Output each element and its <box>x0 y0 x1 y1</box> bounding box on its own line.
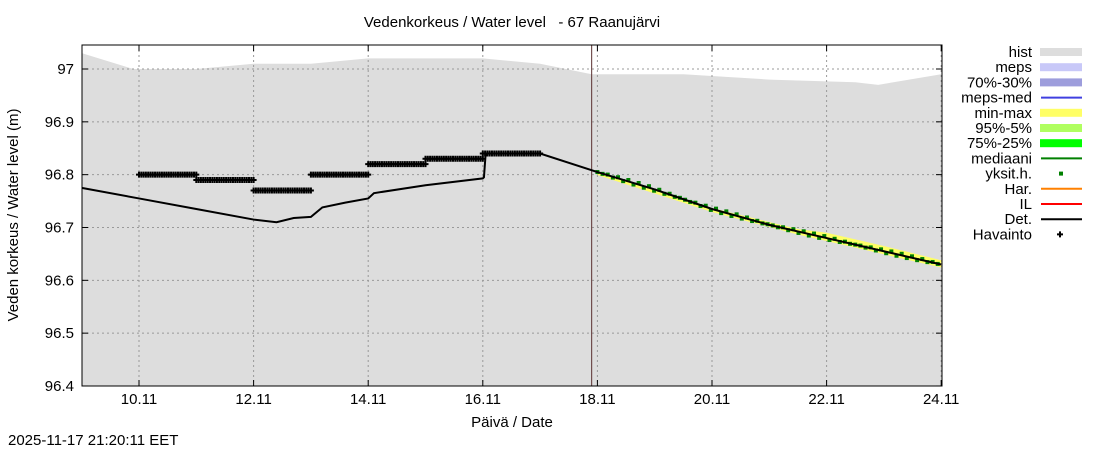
member-point <box>719 211 724 216</box>
legend-label: 75%-25% <box>967 135 1032 152</box>
observation-point <box>307 187 314 194</box>
legend-label: meps-med <box>961 90 1032 107</box>
observation-segment <box>365 161 429 168</box>
x-tick-label: 24.11 <box>923 391 959 408</box>
x-tick-label: 16.11 <box>465 391 501 408</box>
member-point <box>616 175 621 180</box>
member-point <box>904 256 909 261</box>
member-point <box>646 184 651 189</box>
y-tick-label: 96.9 <box>45 114 74 131</box>
legend-label: IL <box>1019 196 1032 213</box>
legend-swatch <box>1040 48 1082 56</box>
axis-ticks: 10.11 12.11 14.11 16.11 18.11 20.11 22.11 24.11… <box>45 45 959 408</box>
observation-point <box>365 171 372 178</box>
member-point <box>631 182 636 187</box>
legend-label: Havainto <box>973 226 1032 243</box>
observation-point <box>537 150 544 157</box>
legend-swatch <box>1040 63 1082 72</box>
y-tick-label: 96.5 <box>45 325 74 342</box>
observation-point <box>193 171 200 178</box>
y-tick-label: 96.7 <box>45 219 74 236</box>
x-tick-label: 22.11 <box>808 391 844 408</box>
member-point <box>729 213 734 218</box>
legend-swatch <box>1040 108 1082 117</box>
observation-segment <box>250 187 314 194</box>
y-tick-label: 96.6 <box>45 272 74 289</box>
member-point <box>884 251 889 256</box>
legend-label: 95%-5% <box>975 120 1032 137</box>
legend-label: 70%-30% <box>967 74 1032 91</box>
x-tick-label: 10.11 <box>121 391 157 408</box>
legend-swatch <box>1059 171 1063 176</box>
legend-label: yksit.h. <box>985 166 1032 183</box>
legend-swatch <box>1040 124 1082 132</box>
y-tick-label: 96.4 <box>45 378 74 395</box>
member-point <box>806 233 811 238</box>
member-point <box>811 231 816 236</box>
member-point <box>703 203 708 208</box>
legend-label: mediaani <box>971 150 1032 167</box>
plot-frame <box>81 44 943 387</box>
x-tick-label: 12.11 <box>235 391 271 408</box>
member-point <box>822 234 827 239</box>
member-point <box>879 247 884 252</box>
observation-segment <box>307 171 372 178</box>
observation-point <box>479 155 486 162</box>
member-point <box>734 212 739 217</box>
member-point <box>626 178 631 183</box>
observation-segment <box>422 155 486 162</box>
legend-label: min-max <box>974 105 1032 122</box>
member-point <box>796 230 801 235</box>
legend-swatch <box>1057 231 1063 238</box>
member-point <box>744 215 749 220</box>
member-point <box>657 187 662 192</box>
observation-segment <box>136 171 200 178</box>
member-point <box>724 209 729 214</box>
chart-title: Vedenkorkeus / Water level - 67 Raanujär… <box>364 14 660 31</box>
legend-label: Det. <box>1004 211 1032 228</box>
member-point <box>894 253 899 258</box>
member-point <box>920 257 925 262</box>
member-point <box>915 258 920 263</box>
member-point <box>889 249 894 254</box>
x-tick-label: 14.11 <box>350 391 386 408</box>
member-point <box>708 207 713 212</box>
member-point <box>827 238 832 243</box>
member-point <box>909 254 914 259</box>
legend: histmeps70%-30%meps-medmin-max95%-5%75%-… <box>961 44 1082 243</box>
x-tick-label: 20.11 <box>694 391 730 408</box>
hist-band <box>81 53 942 386</box>
observation-point <box>422 161 429 168</box>
member-point <box>801 229 806 234</box>
x-axis-label: Päivä / Date <box>471 414 553 431</box>
observation-segment <box>479 150 544 157</box>
y-axis-label: Veden korkeus / Water level (m) <box>5 109 22 322</box>
legend-swatch <box>1040 139 1082 148</box>
plot-area <box>81 45 942 387</box>
observation-segment <box>193 176 257 183</box>
y-tick-label: 97 <box>57 61 74 78</box>
member-point <box>636 180 641 185</box>
member-point <box>899 251 904 256</box>
det-line <box>81 152 942 266</box>
legend-swatch <box>1040 78 1082 87</box>
member-point <box>714 206 719 211</box>
member-point <box>652 188 657 193</box>
member-point <box>817 235 822 240</box>
member-point <box>873 248 878 253</box>
member-point <box>621 179 626 184</box>
member-point <box>641 185 646 190</box>
member-point <box>791 227 796 232</box>
member-point <box>739 216 744 221</box>
x-tick-label: 18.11 <box>579 391 615 408</box>
observation-point <box>250 176 257 183</box>
legend-label: Har. <box>1004 181 1032 198</box>
y-tick-label: 96.8 <box>45 167 74 184</box>
legend-label: meps <box>995 59 1032 76</box>
legend-label: hist <box>1009 44 1033 61</box>
timestamp: 2025-11-17 21:20:11 EET <box>8 432 178 449</box>
member-point <box>832 236 837 241</box>
